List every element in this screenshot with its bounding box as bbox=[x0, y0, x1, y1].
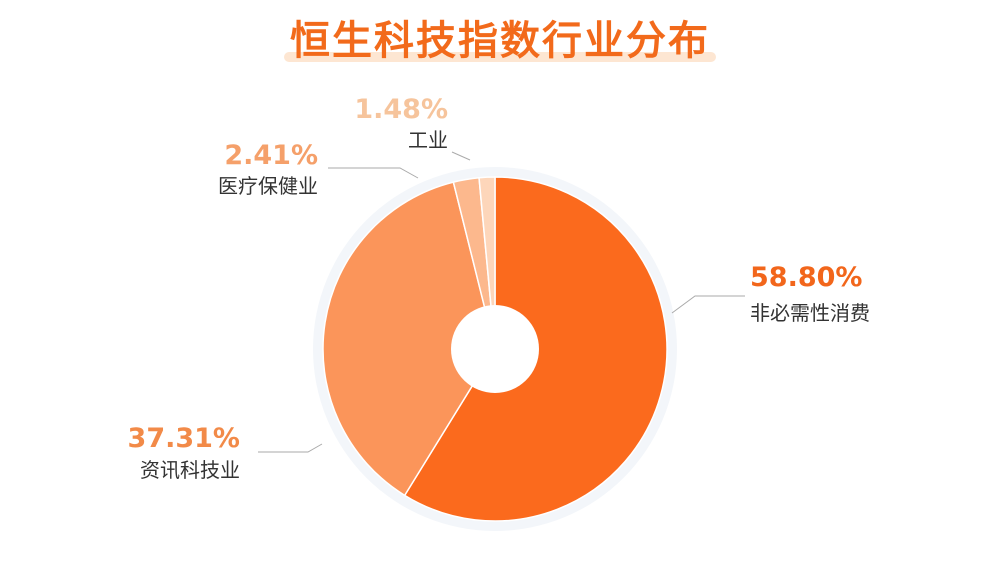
chart-title-text: 恒生科技指数行业分布 bbox=[290, 18, 710, 64]
slice-labels: 58.80% 非必需性消费 37.31% 资讯科技业 2.41% 医疗保健业 1.48% 工业 bbox=[128, 94, 870, 482]
leader-line bbox=[328, 167, 419, 179]
slice-category-label: 资讯科技业 bbox=[140, 458, 240, 482]
slice-category-label: 医疗保健业 bbox=[218, 174, 318, 198]
leader-line bbox=[671, 295, 745, 314]
leader-line bbox=[451, 151, 471, 161]
chart-title: 恒生科技指数行业分布 bbox=[284, 8, 716, 66]
leader-lines bbox=[258, 151, 745, 453]
slice-value-label: 58.80% bbox=[750, 262, 862, 293]
slice-value-label: 1.48% bbox=[354, 94, 448, 125]
slice-category-label: 非必需性消费 bbox=[750, 301, 870, 325]
leader-line bbox=[258, 443, 323, 453]
slice-value-label: 2.41% bbox=[224, 140, 318, 171]
slice-category-label: 工业 bbox=[408, 128, 448, 152]
pie-slice bbox=[322, 181, 496, 497]
title-wrap: 恒生科技指数行业分布 bbox=[0, 8, 1000, 66]
donut-hole bbox=[451, 305, 539, 393]
slice-value-label: 37.31% bbox=[128, 423, 240, 454]
